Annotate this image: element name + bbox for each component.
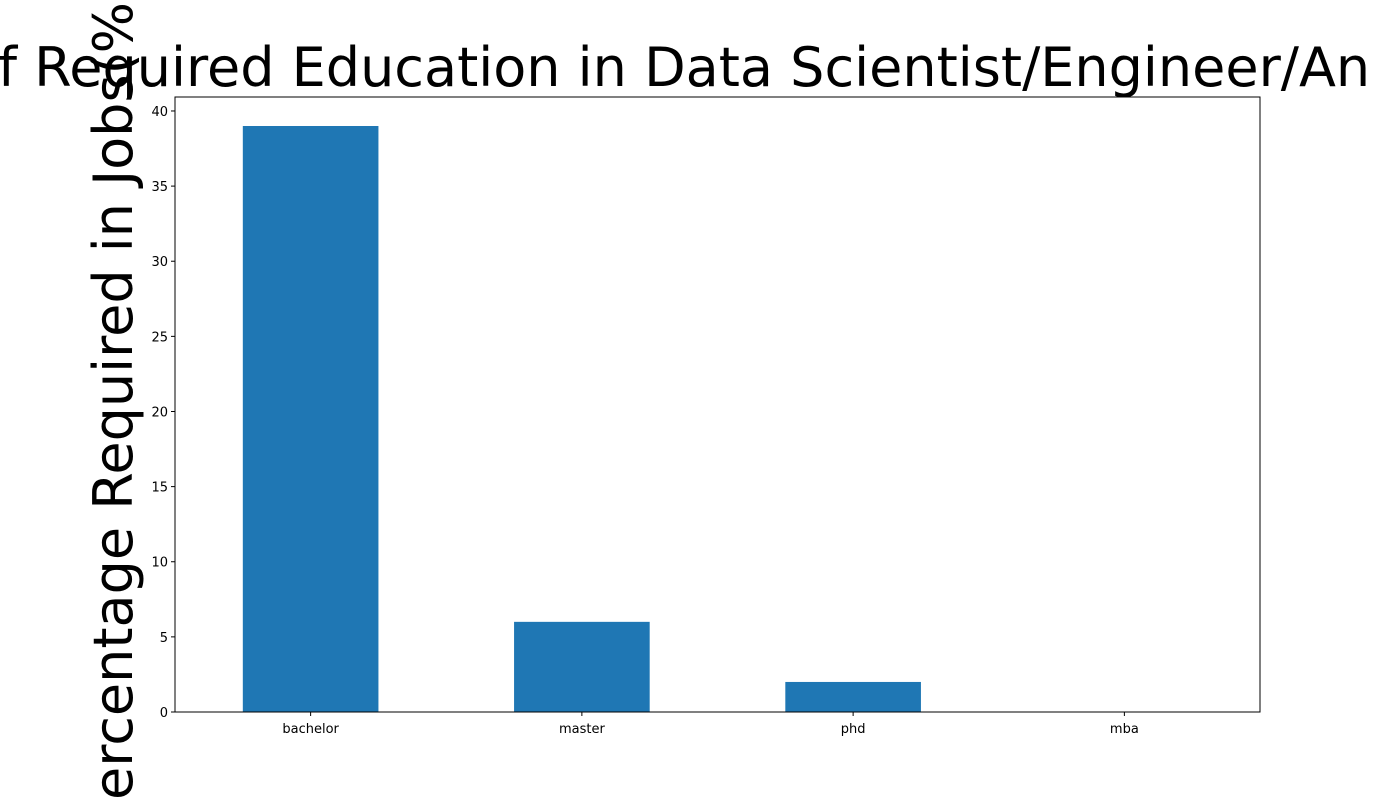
y-tick-label: 5 [160, 631, 168, 646]
y-tick-label: 20 [151, 405, 168, 420]
x-tick-label: master [559, 722, 605, 737]
x-tick-label: mba [1110, 722, 1139, 737]
y-tick-label: 10 [151, 556, 168, 571]
x-tick-label: bachelor [282, 722, 339, 737]
y-tick-label: 35 [151, 180, 168, 195]
y-axis-label: ercentage Required in Jobs(% [82, 2, 145, 800]
plot-frame [174, 96, 1261, 713]
x-tick-label: phd [841, 722, 866, 737]
bar [785, 681, 921, 712]
bar [514, 621, 650, 712]
y-tick-label: 0 [160, 706, 168, 721]
y-tick-label: 25 [151, 330, 168, 345]
y-tick-label: 30 [151, 255, 168, 270]
y-tick-label: 15 [151, 481, 168, 496]
y-tick-label: 40 [151, 105, 168, 120]
bar [242, 125, 379, 712]
chart-title: f Required Education in Data Scientist/E… [0, 36, 1370, 99]
